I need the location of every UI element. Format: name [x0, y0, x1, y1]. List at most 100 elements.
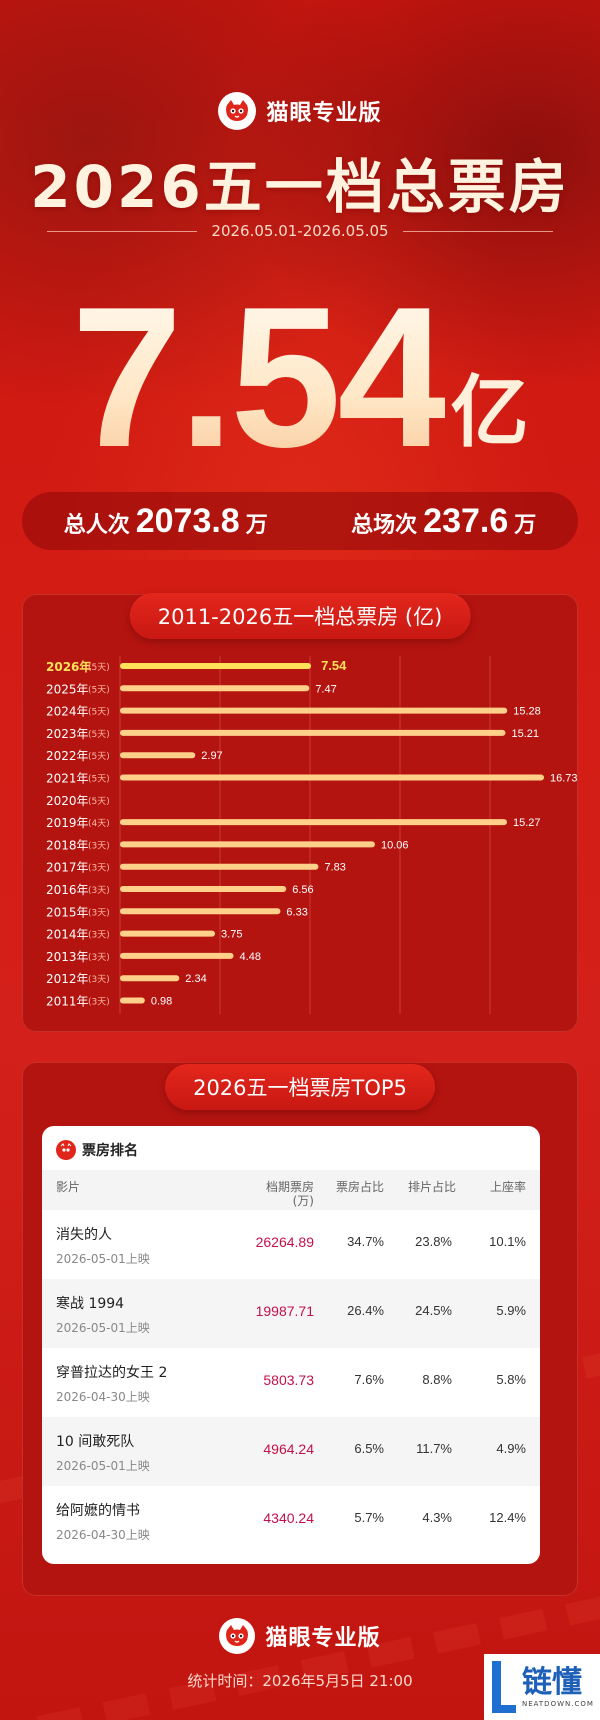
- bar: [120, 729, 506, 736]
- release-date: 2026-04-30上映: [56, 1390, 150, 1404]
- film-name: 消失的人: [56, 1227, 112, 1243]
- table-row[interactable]: 给阿嬷的情书 2026-04-30上映 4340.24 5.7% 4.3% 12…: [42, 1486, 540, 1555]
- box-share: 5.7%: [354, 1510, 384, 1525]
- admissions-label: 总人次: [63, 512, 130, 538]
- watermark-l-icon: [490, 1659, 518, 1715]
- table-row[interactable]: 寒战 1994 2026-05-01上映 19987.71 26.4% 24.5…: [42, 1279, 540, 1348]
- duration-label: (3天): [88, 886, 110, 896]
- page-title: 2026五一档总票房: [30, 153, 570, 221]
- bar-value-label: 6.33: [286, 906, 307, 918]
- top5-table-card: 票房排名 影片 档期票房 (万) 票房占比 排片占比 上座率 消失的人 2026…: [42, 1126, 540, 1564]
- screenings-label: 总场次: [351, 512, 418, 538]
- bar: [120, 707, 508, 714]
- release-date: 2026-05-01上映: [56, 1252, 150, 1266]
- table-row[interactable]: 10 间敢死队 2026-05-01上映 4964.24 6.5% 11.7% …: [42, 1417, 540, 1486]
- bar: [120, 685, 310, 692]
- box-office: 4964.24: [263, 1441, 314, 1457]
- bar: [120, 952, 234, 959]
- year-label: 2019年: [46, 816, 89, 830]
- duration-label: (4天): [88, 819, 110, 829]
- duration-label: (5天): [88, 663, 110, 673]
- box-office: 4340.24: [263, 1510, 314, 1526]
- total-box-office: 7.54 亿: [40, 248, 560, 478]
- film-name: 寒战 1994: [56, 1296, 125, 1312]
- seat-rate: 5.9%: [496, 1303, 526, 1318]
- col-seat-rate: 上座率: [489, 1180, 526, 1194]
- bar-value-label: 2.97: [201, 750, 222, 762]
- maoyan-cat-icon: [219, 1618, 256, 1654]
- bar: [120, 886, 287, 892]
- seat-rate: 12.4%: [489, 1510, 526, 1525]
- box-office: 5803.73: [263, 1372, 314, 1388]
- admissions-unit: 万: [245, 512, 268, 538]
- bar-value-label: 4.48: [240, 951, 261, 963]
- screenings-stat: 总场次 237.6 万: [351, 502, 536, 541]
- table-card-title: 票房排名: [82, 1143, 138, 1159]
- table-card-header: 票房排名: [56, 1140, 138, 1160]
- year-label: 2020年: [46, 794, 89, 808]
- bar: [120, 997, 145, 1004]
- footer-brand-name: 猫眼专业版: [265, 1626, 381, 1651]
- release-date: 2026-05-01上映: [56, 1321, 150, 1335]
- bar-value-label: 0.98: [151, 996, 172, 1008]
- col-box-office-unit: (万): [292, 1194, 314, 1208]
- release-date: 2026-05-01上映: [56, 1459, 150, 1473]
- table-header: 影片 档期票房 (万) 票房占比 排片占比 上座率: [42, 1170, 540, 1210]
- schedule-share: 4.3%: [422, 1510, 452, 1525]
- bar: [120, 908, 281, 915]
- bar-value-label: 15.27: [513, 817, 541, 829]
- year-label: 2012年: [46, 972, 89, 986]
- top5-title: 2026五一档票房TOP5: [165, 1064, 435, 1110]
- date-range: 2026.05.01-2026.05.05: [211, 222, 389, 240]
- year-label: 2018年: [46, 838, 89, 852]
- film-name: 给阿嬷的情书: [56, 1503, 140, 1519]
- bar-value-label: 3.75: [221, 929, 242, 941]
- screenings-unit: 万: [514, 512, 537, 538]
- table-row[interactable]: 消失的人 2026-05-01上映 26264.89 34.7% 23.8% 1…: [42, 1210, 540, 1279]
- bar-value-label: 6.56: [292, 884, 313, 896]
- col-box-share: 票房占比: [335, 1180, 384, 1194]
- duration-label: (5天): [88, 752, 110, 762]
- year-label: 2015年: [46, 905, 89, 919]
- duration-label: (5天): [88, 708, 110, 718]
- screenings-value: 237.6: [423, 501, 509, 540]
- bar-value-label: 7.83: [324, 862, 345, 874]
- duration-label: (3天): [88, 908, 110, 918]
- bar-value-label: 10.06: [381, 839, 409, 851]
- year-label: 2011年: [46, 995, 89, 1009]
- history-chart-panel: 2026年 (5天) 7.54 2025年 (5天) 7.47 2024年 (5天) 15.28…: [22, 594, 578, 1032]
- duration-label: (3天): [88, 841, 110, 851]
- bar: [120, 930, 216, 937]
- maoyan-mini-icon: [56, 1140, 76, 1160]
- watermark-logo: 链懂 NEATDOWN.COM: [484, 1654, 600, 1720]
- total-box-office-value: 7.54: [71, 266, 448, 489]
- year-label: 2026年: [46, 659, 91, 674]
- divider-left: [47, 230, 198, 232]
- table-row[interactable]: 穿普拉达的女王 2 2026-04-30上映 5803.73 7.6% 8.8%…: [42, 1348, 540, 1417]
- schedule-share: 8.8%: [422, 1372, 452, 1387]
- year-label: 2022年: [46, 749, 89, 763]
- year-label: 2016年: [46, 883, 89, 897]
- bar-value-label: 7.47: [315, 683, 336, 695]
- bar: [120, 975, 180, 982]
- box-share: 6.5%: [354, 1441, 384, 1456]
- film-name: 10 间敢死队: [56, 1434, 135, 1450]
- bar-value-label: 16.73: [550, 773, 578, 785]
- brand-name: 猫眼专业版: [266, 101, 382, 126]
- duration-label: (3天): [88, 998, 110, 1008]
- date-range-row: 2026.05.01-2026.05.05: [0, 222, 600, 240]
- admissions-stat: 总人次 2073.8 万: [64, 502, 268, 541]
- watermark-sub: NEATDOWN.COM: [522, 1700, 594, 1708]
- year-label: 2014年: [46, 928, 89, 942]
- col-schedule-share: 排片占比: [407, 1180, 456, 1194]
- year-label: 2025年: [46, 682, 89, 696]
- box-share: 26.4%: [347, 1303, 384, 1318]
- duration-label: (3天): [88, 931, 110, 941]
- col-box-office: 档期票房: [265, 1180, 314, 1194]
- box-share: 7.6%: [354, 1372, 384, 1387]
- bar: [120, 663, 312, 669]
- watermark-text: 链懂: [522, 1665, 582, 1700]
- bar: [120, 841, 375, 848]
- brand-header: 猫眼专业版: [0, 92, 600, 130]
